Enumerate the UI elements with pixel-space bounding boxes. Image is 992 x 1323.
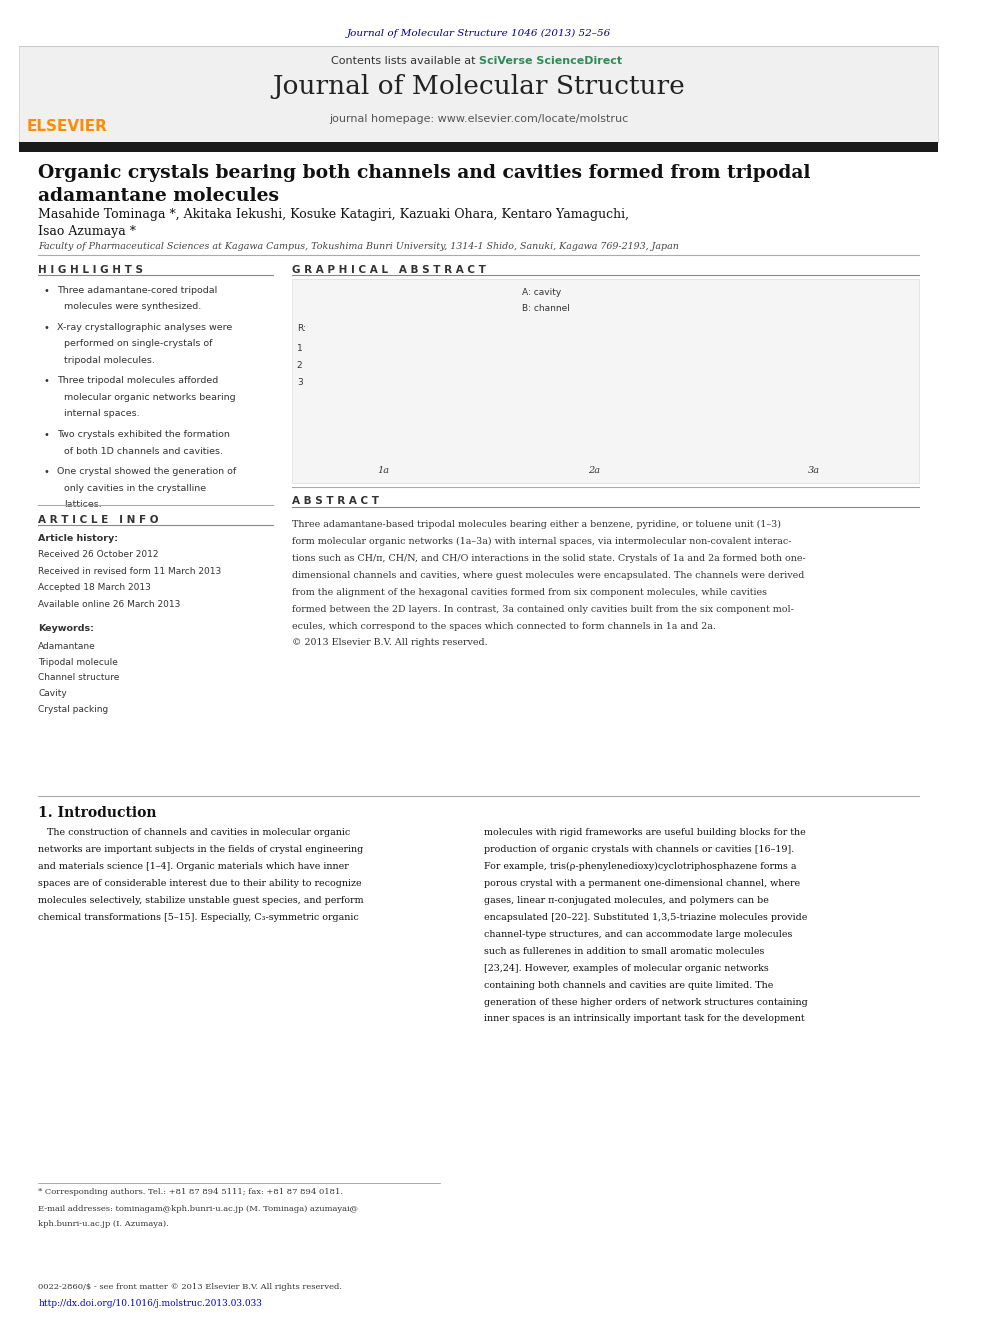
Text: Channel structure: Channel structure (39, 673, 120, 683)
Text: SciVerse ScienceDirect: SciVerse ScienceDirect (479, 56, 622, 66)
Text: 1. Introduction: 1. Introduction (39, 806, 157, 820)
Text: molecules selectively, stabilize unstable guest species, and perform: molecules selectively, stabilize unstabl… (39, 896, 364, 905)
Text: 3: 3 (297, 378, 303, 388)
Text: A B S T R A C T: A B S T R A C T (292, 496, 379, 507)
Text: 0022-2860/$ - see front matter © 2013 Elsevier B.V. All rights reserved.: 0022-2860/$ - see front matter © 2013 El… (39, 1283, 342, 1291)
Text: and materials science [1–4]. Organic materials which have inner: and materials science [1–4]. Organic mat… (39, 863, 349, 871)
Text: A R T I C L E   I N F O: A R T I C L E I N F O (39, 515, 159, 525)
Bar (292, 279, 920, 483)
Text: Two crystals exhibited the formation: Two crystals exhibited the formation (58, 430, 230, 439)
Text: B: channel: B: channel (522, 304, 569, 314)
Text: [23,24]. However, examples of molecular organic networks: [23,24]. However, examples of molecular … (483, 963, 769, 972)
Text: •: • (43, 286, 49, 296)
Text: •: • (43, 323, 49, 333)
Text: Available online 26 March 2013: Available online 26 March 2013 (39, 599, 181, 609)
Text: •: • (43, 430, 49, 441)
Text: channel-type structures, and can accommodate large molecules: channel-type structures, and can accommo… (483, 930, 792, 939)
Text: molecular organic networks bearing: molecular organic networks bearing (64, 393, 236, 402)
Text: http://dx.doi.org/10.1016/j.molstruc.2013.03.033: http://dx.doi.org/10.1016/j.molstruc.201… (39, 1299, 262, 1308)
Text: dimensional channels and cavities, where guest molecules were encapsulated. The : dimensional channels and cavities, where… (292, 570, 805, 579)
Text: •: • (43, 376, 49, 386)
Text: Tripodal molecule: Tripodal molecule (39, 658, 118, 667)
Text: kph.bunri-u.ac.jp (I. Azumaya).: kph.bunri-u.ac.jp (I. Azumaya). (39, 1220, 169, 1228)
Text: spaces are of considerable interest due to their ability to recognize: spaces are of considerable interest due … (39, 878, 362, 888)
Text: internal spaces.: internal spaces. (64, 409, 140, 418)
Text: lattices.: lattices. (64, 500, 102, 509)
Text: molecules with rigid frameworks are useful building blocks for the: molecules with rigid frameworks are usef… (483, 828, 806, 837)
Text: Received 26 October 2012: Received 26 October 2012 (39, 550, 159, 560)
Text: porous crystal with a permanent one-dimensional channel, where: porous crystal with a permanent one-dime… (483, 878, 800, 888)
Text: 3a: 3a (807, 466, 820, 475)
Text: * Corresponding authors. Tel.: +81 87 894 5111; fax: +81 87 894 0181.: * Corresponding authors. Tel.: +81 87 89… (39, 1188, 343, 1196)
Text: Masahide Tominaga *, Akitaka Iekushi, Kosuke Katagiri, Kazuaki Ohara, Kentaro Ya: Masahide Tominaga *, Akitaka Iekushi, Ko… (39, 208, 629, 221)
Text: Isao Azumaya *: Isao Azumaya * (39, 225, 136, 238)
Text: 1: 1 (297, 344, 303, 353)
Text: only cavities in the crystalline: only cavities in the crystalline (64, 483, 206, 492)
Text: Three adamantane-cored tripodal: Three adamantane-cored tripodal (58, 286, 217, 295)
Text: Faculty of Pharmaceutical Sciences at Kagawa Campus, Tokushima Bunri University,: Faculty of Pharmaceutical Sciences at Ka… (39, 242, 680, 251)
Text: production of organic crystals with channels or cavities [16–19].: production of organic crystals with chan… (483, 845, 794, 855)
Text: Crystal packing: Crystal packing (39, 705, 108, 714)
Text: The construction of channels and cavities in molecular organic: The construction of channels and cavitie… (39, 828, 350, 837)
Text: A: cavity: A: cavity (522, 288, 561, 298)
Text: Organic crystals bearing both channels and cavities formed from tripodal: Organic crystals bearing both channels a… (39, 164, 810, 183)
FancyBboxPatch shape (19, 46, 938, 142)
Text: chemical transformations [5–15]. Especially, C₃-symmetric organic: chemical transformations [5–15]. Especia… (39, 913, 359, 922)
Text: 2a: 2a (587, 466, 600, 475)
Text: One crystal showed the generation of: One crystal showed the generation of (58, 467, 237, 476)
Text: Cavity: Cavity (39, 689, 67, 699)
Text: encapsulated [20–22]. Substituted 1,3,5-triazine molecules provide: encapsulated [20–22]. Substituted 1,3,5-… (483, 913, 806, 922)
Text: R:: R: (297, 324, 306, 333)
Text: Article history:: Article history: (39, 534, 118, 544)
Text: © 2013 Elsevier B.V. All rights reserved.: © 2013 Elsevier B.V. All rights reserved… (292, 639, 488, 647)
Text: Adamantane: Adamantane (39, 642, 96, 651)
Text: Three adamantane-based tripodal molecules bearing either a benzene, pyridine, or: Three adamantane-based tripodal molecule… (292, 520, 781, 529)
Text: X-ray crystallographic analyses were: X-ray crystallographic analyses were (58, 323, 233, 332)
Text: from the alignment of the hexagonal cavities formed from six component molecules: from the alignment of the hexagonal cavi… (292, 587, 767, 597)
Text: E-mail addresses: tominagam@kph.bunri-u.ac.jp (M. Tominaga) azumayai@: E-mail addresses: tominagam@kph.bunri-u.… (39, 1205, 358, 1213)
Text: formed between the 2D layers. In contrast, 3a contained only cavities built from: formed between the 2D layers. In contras… (292, 605, 794, 614)
Text: adamantane molecules: adamantane molecules (39, 187, 280, 205)
Text: Journal of Molecular Structure 1046 (2013) 52–56: Journal of Molecular Structure 1046 (201… (346, 29, 611, 38)
Text: tripodal molecules.: tripodal molecules. (64, 356, 155, 365)
Text: ELSEVIER: ELSEVIER (27, 119, 107, 134)
Text: H I G H L I G H T S: H I G H L I G H T S (39, 265, 143, 275)
Text: such as fullerenes in addition to small aromatic molecules: such as fullerenes in addition to small … (483, 947, 764, 955)
Text: •: • (43, 467, 49, 478)
Text: tions such as CH/π, CH/N, and CH/O interactions in the solid state. Crystals of : tions such as CH/π, CH/N, and CH/O inter… (292, 554, 806, 562)
Text: For example, tris(ρ-phenylenedioxy)cyclotriphosphazene forms a: For example, tris(ρ-phenylenedioxy)cyclo… (483, 863, 796, 871)
Text: gases, linear π-conjugated molecules, and polymers can be: gases, linear π-conjugated molecules, an… (483, 896, 769, 905)
Text: 1a: 1a (377, 466, 389, 475)
Text: containing both channels and cavities are quite limited. The: containing both channels and cavities ar… (483, 980, 773, 990)
Text: molecules were synthesized.: molecules were synthesized. (64, 302, 201, 311)
Text: G R A P H I C A L   A B S T R A C T: G R A P H I C A L A B S T R A C T (292, 265, 486, 275)
Text: generation of these higher orders of network structures containing: generation of these higher orders of net… (483, 998, 807, 1007)
Text: 2: 2 (297, 361, 303, 370)
Text: Journal of Molecular Structure: Journal of Molecular Structure (273, 74, 685, 99)
Text: Received in revised form 11 March 2013: Received in revised form 11 March 2013 (39, 566, 221, 576)
Text: ecules, which correspond to the spaces which connected to form channels in 1a an: ecules, which correspond to the spaces w… (292, 622, 716, 631)
Text: inner spaces is an intrinsically important task for the development: inner spaces is an intrinsically importa… (483, 1015, 805, 1024)
Text: journal homepage: www.elsevier.com/locate/molstruc: journal homepage: www.elsevier.com/locat… (329, 114, 628, 124)
Text: Keywords:: Keywords: (39, 624, 94, 634)
Text: performed on single-crystals of: performed on single-crystals of (64, 339, 212, 348)
Text: Three tripodal molecules afforded: Three tripodal molecules afforded (58, 376, 218, 385)
Text: Accepted 18 March 2013: Accepted 18 March 2013 (39, 583, 151, 593)
Text: Contents lists available at: Contents lists available at (330, 56, 479, 66)
Text: form molecular organic networks (1a–3a) with internal spaces, via intermolecular: form molecular organic networks (1a–3a) … (292, 537, 792, 546)
Text: of both 1D channels and cavities.: of both 1D channels and cavities. (64, 446, 223, 455)
Text: networks are important subjects in the fields of crystal engineering: networks are important subjects in the f… (39, 845, 363, 855)
Bar (19, 142, 938, 152)
